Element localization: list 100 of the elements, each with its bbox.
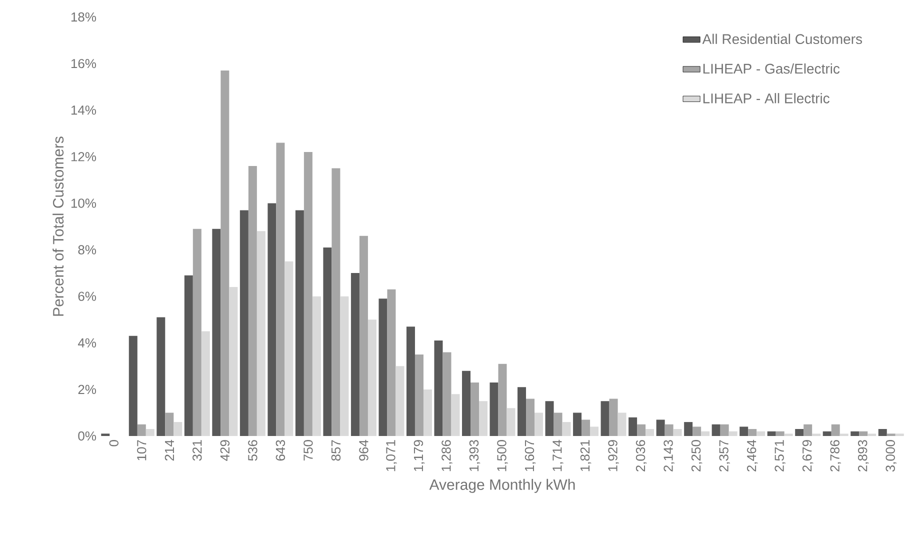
- bar: [573, 412, 582, 436]
- bar: [582, 420, 590, 436]
- bar: [526, 398, 535, 436]
- bar: [220, 70, 230, 436]
- bar: [184, 275, 193, 436]
- x-tick-label: 1,714: [552, 440, 564, 472]
- bar: [664, 424, 674, 436]
- x-tick-label: 3,000: [886, 440, 896, 472]
- bar: [406, 326, 415, 436]
- bar: [128, 336, 138, 436]
- bar: [201, 331, 210, 436]
- bar: [498, 364, 507, 436]
- bar: [240, 210, 248, 436]
- x-tick-label: 1,179: [414, 440, 425, 472]
- bar: [276, 142, 285, 436]
- bar: [451, 394, 460, 436]
- x-tick-label: 1,607: [524, 440, 536, 472]
- y-tick-label: 8%: [78, 245, 96, 254]
- bar: [767, 431, 776, 436]
- x-tick-label: 750: [304, 440, 313, 461]
- legend-label: All Residential Customers: [702, 34, 862, 44]
- y-tick-label: 14%: [71, 106, 96, 115]
- bar: [831, 424, 840, 436]
- bar: [387, 289, 396, 436]
- bar: [256, 231, 266, 436]
- bar: [295, 210, 304, 436]
- bar: [618, 412, 626, 436]
- legend-label: LIHEAP - All Electric: [703, 93, 830, 104]
- y-tick-label: 0%: [78, 431, 96, 441]
- x-tick-label: 1,821: [580, 440, 592, 472]
- bar: [701, 431, 710, 436]
- bar: [518, 387, 526, 436]
- bar: [609, 398, 618, 436]
- x-tick-label: 857: [331, 440, 341, 461]
- bar: [756, 431, 766, 436]
- bar: [396, 366, 404, 436]
- x-axis-title: Average Monthly kWh: [429, 478, 575, 493]
- x-tick-label: 2,786: [830, 440, 841, 472]
- x-tick-label: 1,393: [469, 440, 480, 472]
- y-tick-label: 12%: [71, 152, 96, 162]
- bar: [470, 382, 479, 436]
- bar: [656, 420, 665, 436]
- bar: [720, 424, 729, 436]
- y-tick-label: 18%: [71, 12, 96, 22]
- x-tick-label: 536: [248, 440, 258, 461]
- x-tick-label: 107: [137, 440, 146, 460]
- bar: [332, 168, 340, 436]
- bar: [545, 401, 554, 436]
- bar: [165, 412, 174, 436]
- x-tick-label: 2,036: [636, 440, 647, 472]
- bar: [728, 431, 738, 436]
- y-tick-label: 16%: [71, 58, 96, 68]
- bar: [506, 408, 516, 436]
- x-tick-label: 321: [192, 440, 202, 461]
- bar: [434, 340, 443, 436]
- bar: [795, 429, 804, 436]
- bar: [850, 431, 860, 436]
- bar: [359, 236, 368, 436]
- legend-label: LIHEAP - Gas/Electric: [703, 63, 840, 74]
- y-tick-label: 10%: [71, 198, 96, 208]
- bar: [323, 247, 332, 436]
- bar: [740, 426, 748, 436]
- bar: [534, 412, 544, 436]
- bar: [637, 424, 646, 436]
- x-tick-label: 429: [220, 440, 230, 461]
- x-tick-label: 964: [359, 440, 368, 461]
- bar: [423, 389, 432, 436]
- bar: [822, 431, 832, 436]
- bar: [368, 320, 376, 436]
- x-tick-label: 2,679: [802, 440, 814, 472]
- bar: [600, 401, 610, 436]
- bar: [590, 426, 599, 436]
- bar: [490, 382, 498, 436]
- x-tick-label: 214: [164, 440, 174, 461]
- bar: [137, 424, 146, 436]
- x-tick-label: 1,071: [386, 440, 397, 472]
- bar: [146, 429, 154, 436]
- bar: [628, 417, 638, 436]
- x-tick-label: 0: [109, 440, 118, 446]
- bar: [174, 422, 182, 436]
- bar: [378, 298, 388, 436]
- bar: [442, 352, 452, 436]
- bar: [192, 228, 202, 436]
- bar: [646, 429, 654, 436]
- x-tick-label: 2,250: [691, 440, 702, 472]
- bar: [554, 412, 562, 436]
- bar: [212, 228, 221, 436]
- x-tick-label: 2,893: [858, 440, 869, 472]
- bar: [673, 429, 682, 436]
- bar: [776, 431, 784, 436]
- x-tick-label: 2,571: [774, 440, 786, 472]
- x-tick-label: 1,500: [497, 440, 508, 472]
- x-tick-label: 1,929: [608, 440, 619, 472]
- bar: [268, 203, 276, 436]
- y-axis-title: Percent of Total Customers: [52, 136, 64, 316]
- y-tick-label: 6%: [78, 292, 96, 301]
- x-tick-label: 2,464: [746, 440, 758, 472]
- bar: [350, 273, 360, 436]
- bar: [712, 424, 720, 436]
- bar: [804, 424, 812, 436]
